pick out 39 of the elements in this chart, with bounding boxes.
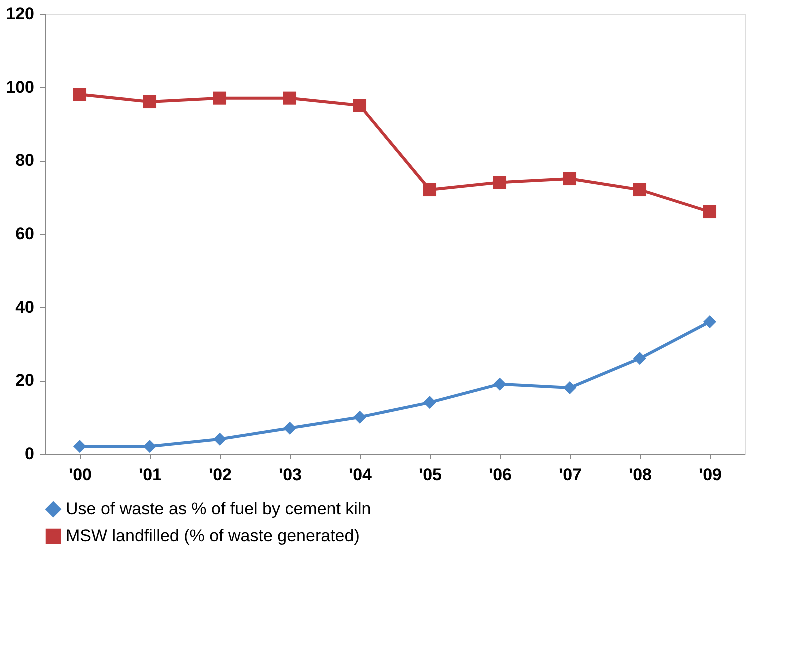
point — [423, 396, 437, 410]
y-tick-label: 0 — [25, 444, 34, 464]
point — [633, 183, 647, 197]
point — [703, 315, 717, 329]
point — [283, 92, 297, 105]
x-tick-label: '00 — [69, 466, 92, 484]
point — [563, 381, 577, 395]
y-tick-label: 60 — [16, 224, 34, 244]
x-tick-label: '06 — [489, 466, 512, 484]
point — [213, 92, 227, 105]
y-tick-label: 80 — [16, 151, 34, 170]
point — [493, 378, 507, 391]
point — [143, 95, 157, 109]
point — [423, 183, 437, 197]
point — [353, 99, 367, 112]
x-tick-label: '04 — [349, 466, 373, 484]
y-tick-label: 40 — [16, 298, 34, 317]
legend-label: Use of waste as % of fuel by cement kiln — [66, 500, 372, 518]
y-tick-label: 100 — [6, 78, 34, 97]
x-tick-label: '09 — [699, 466, 722, 484]
point — [703, 205, 717, 219]
x-tick-label: '02 — [209, 466, 232, 484]
point — [143, 440, 157, 454]
point — [493, 176, 507, 190]
point — [563, 172, 577, 186]
legend-label: MSW landfilled (% of waste generated) — [66, 526, 360, 546]
point — [73, 440, 87, 454]
point — [283, 422, 297, 435]
x-tick-label: '05 — [419, 466, 442, 484]
x-tick-label: '08 — [629, 466, 652, 484]
y-tick-label: 20 — [16, 371, 34, 390]
x-tick-label: '03 — [279, 466, 302, 484]
x-tick-label: '07 — [559, 466, 582, 484]
point — [73, 88, 87, 102]
point — [213, 432, 227, 446]
x-tick-label: '01 — [139, 466, 162, 484]
point — [353, 410, 367, 424]
y-tick-label: 120 — [6, 4, 34, 24]
point — [633, 352, 647, 366]
